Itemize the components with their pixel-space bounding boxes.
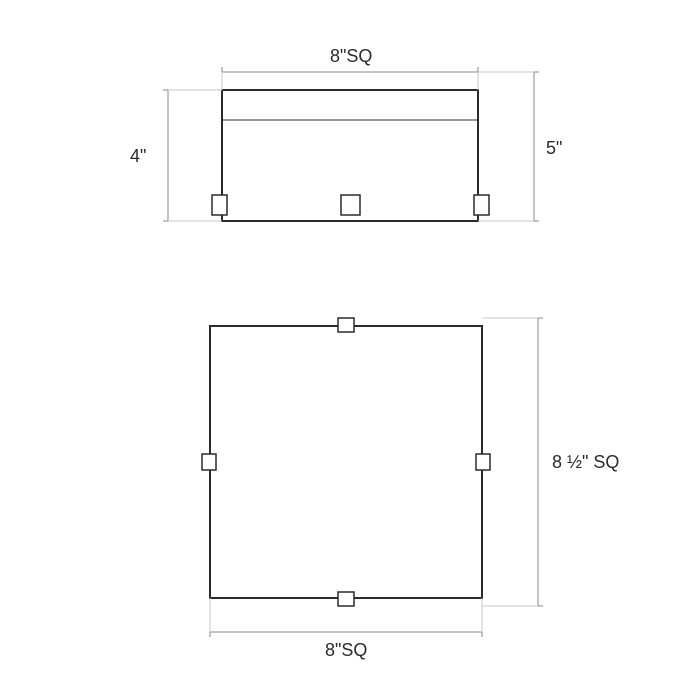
plan.bottom_dim.label: 8"SQ (325, 640, 367, 660)
elevation-clip-2 (474, 195, 489, 215)
plan-clip-1 (338, 592, 354, 606)
elevation.top_dim.label: 8"SQ (330, 46, 372, 66)
plan-clip-2 (202, 454, 216, 470)
plan.right_dim.label: 8 ½" SQ (552, 452, 619, 472)
plan-clip-0 (338, 318, 354, 332)
elevation.right_dim.label: 5" (546, 138, 562, 158)
dimension-drawing: 8"SQ 4" 5" 8"SQ 8 ½" SQ (0, 0, 700, 700)
plan-clip-3 (476, 454, 490, 470)
elevation-clip-1 (341, 195, 360, 215)
plan-outline (210, 326, 482, 598)
elevation-clip-0 (212, 195, 227, 215)
elevation.left_dim.label: 4" (130, 146, 146, 166)
